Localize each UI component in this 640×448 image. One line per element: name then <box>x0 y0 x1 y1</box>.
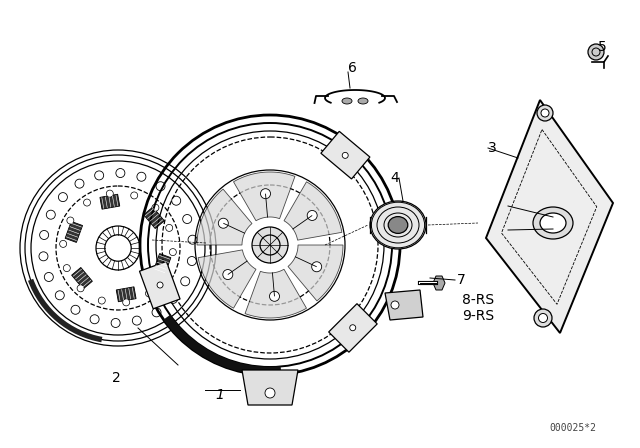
Circle shape <box>75 179 84 188</box>
Text: 6: 6 <box>348 61 357 75</box>
Circle shape <box>188 235 197 244</box>
Circle shape <box>63 265 70 271</box>
Circle shape <box>182 215 191 224</box>
Circle shape <box>157 282 163 288</box>
Circle shape <box>188 257 196 266</box>
Polygon shape <box>242 370 298 405</box>
Circle shape <box>132 316 141 325</box>
Polygon shape <box>288 245 343 301</box>
Polygon shape <box>198 250 256 308</box>
Circle shape <box>218 218 228 228</box>
Circle shape <box>537 105 553 121</box>
Circle shape <box>166 224 173 232</box>
Circle shape <box>156 182 165 191</box>
Ellipse shape <box>388 216 408 233</box>
Circle shape <box>77 285 84 292</box>
Polygon shape <box>385 290 423 320</box>
Polygon shape <box>234 172 295 221</box>
Circle shape <box>349 325 356 331</box>
Circle shape <box>40 230 49 240</box>
Circle shape <box>588 44 604 60</box>
Circle shape <box>541 109 549 117</box>
Circle shape <box>83 199 90 206</box>
Text: 1: 1 <box>215 388 224 402</box>
Polygon shape <box>245 269 307 318</box>
Polygon shape <box>329 304 377 352</box>
Circle shape <box>172 196 180 205</box>
Circle shape <box>111 319 120 327</box>
Circle shape <box>342 152 348 159</box>
Text: 7: 7 <box>457 273 466 287</box>
Ellipse shape <box>540 213 566 233</box>
Ellipse shape <box>342 98 352 104</box>
Circle shape <box>39 252 48 261</box>
Circle shape <box>44 272 53 281</box>
Circle shape <box>71 305 80 314</box>
Circle shape <box>170 249 177 256</box>
Polygon shape <box>100 194 120 209</box>
Text: 000025*2: 000025*2 <box>550 423 596 433</box>
Circle shape <box>152 308 161 317</box>
Polygon shape <box>143 207 164 228</box>
Circle shape <box>180 277 189 286</box>
Circle shape <box>312 262 322 272</box>
Ellipse shape <box>533 207 573 239</box>
Text: 2: 2 <box>112 371 121 385</box>
Circle shape <box>116 168 125 177</box>
Circle shape <box>106 190 113 197</box>
Circle shape <box>46 210 55 219</box>
Circle shape <box>391 301 399 309</box>
Circle shape <box>307 211 317 220</box>
Polygon shape <box>154 254 171 275</box>
Ellipse shape <box>358 98 368 104</box>
Text: 4: 4 <box>390 171 399 185</box>
Circle shape <box>168 294 177 303</box>
Circle shape <box>538 314 547 323</box>
Circle shape <box>223 270 233 280</box>
Circle shape <box>123 299 130 306</box>
Polygon shape <box>140 262 180 309</box>
Circle shape <box>99 297 106 304</box>
Circle shape <box>145 290 152 297</box>
Circle shape <box>90 315 99 324</box>
Polygon shape <box>197 189 252 245</box>
Circle shape <box>55 291 64 300</box>
Circle shape <box>60 241 67 247</box>
Circle shape <box>534 309 552 327</box>
Circle shape <box>67 217 74 224</box>
Circle shape <box>95 171 104 180</box>
Circle shape <box>265 388 275 398</box>
Circle shape <box>58 193 67 202</box>
Circle shape <box>252 227 288 263</box>
Polygon shape <box>284 182 342 240</box>
Text: 5: 5 <box>598 40 607 54</box>
Polygon shape <box>65 221 83 242</box>
Polygon shape <box>321 131 370 179</box>
Ellipse shape <box>370 201 426 249</box>
Text: 9-RS: 9-RS <box>462 309 494 323</box>
Circle shape <box>260 189 271 199</box>
Circle shape <box>131 192 138 199</box>
Circle shape <box>137 172 146 181</box>
Polygon shape <box>433 276 445 290</box>
Circle shape <box>269 291 280 302</box>
Polygon shape <box>116 287 136 302</box>
Circle shape <box>152 204 159 211</box>
Polygon shape <box>486 100 613 333</box>
Text: 8-RS: 8-RS <box>462 293 494 307</box>
Polygon shape <box>72 267 92 289</box>
Text: 3: 3 <box>488 141 497 155</box>
Circle shape <box>162 272 169 279</box>
